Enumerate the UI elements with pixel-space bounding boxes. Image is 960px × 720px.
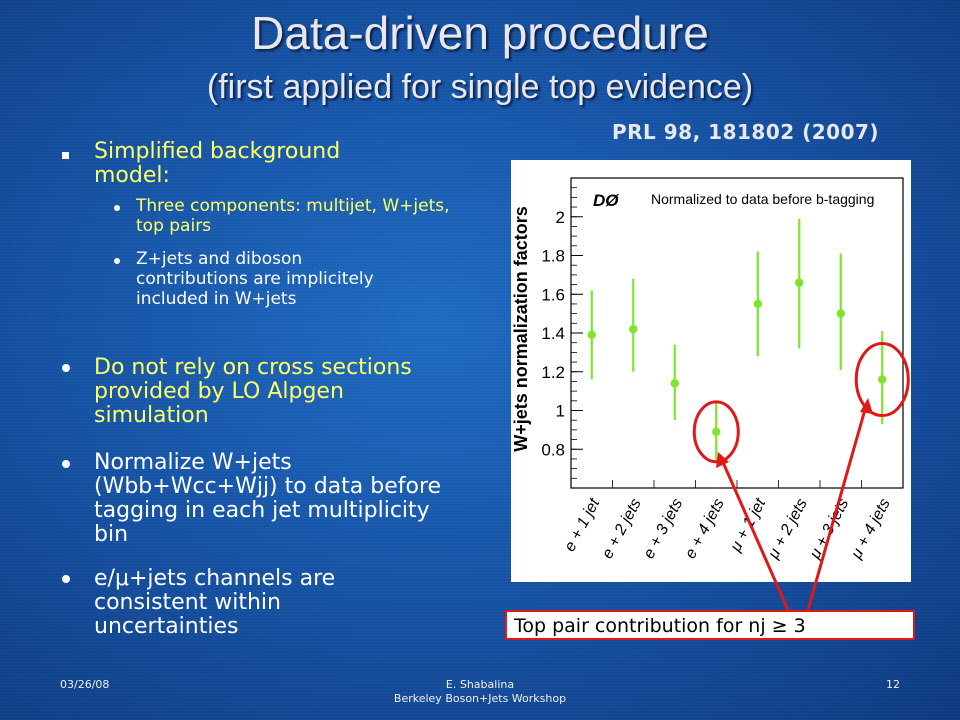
- sub-bullet-components: Three components: multijet, W+jets, top …: [136, 196, 450, 236]
- plot-panel: 0.8 1 1.2 1.4 1.6 1.8 2 W+jets normalization fa…: [511, 160, 911, 582]
- highlight-circle: [692, 400, 740, 464]
- footer-page-number: 12: [886, 678, 900, 691]
- y-tick-label: 1.6: [541, 285, 565, 304]
- bullet-simplified-model: Simplified background model:: [94, 139, 341, 188]
- chart-title: Normalized to data before b-tagging: [651, 191, 874, 207]
- data-point: [836, 309, 845, 318]
- bullet-dot-icon: [114, 205, 120, 211]
- bullet-dot-icon: [62, 575, 70, 583]
- normalization-chart: 0.8 1 1.2 1.4 1.6 1.8 2 W+jets normalization fa…: [511, 177, 910, 562]
- y-tick-label: 1: [556, 402, 565, 421]
- sub-bullet-zjets: Z+jets and diboson contributions are imp…: [136, 249, 374, 309]
- data-point: [878, 375, 887, 384]
- bullet-dot-icon: [62, 460, 70, 468]
- data-point: [587, 330, 596, 340]
- bullet-dot-icon: [114, 258, 120, 264]
- bullet-normalize: Normalize W+jets (Wbb+Wcc+Wjj) to data b…: [94, 450, 442, 547]
- top-pair-callout: Top pair contribution for nj ≥ 3: [505, 610, 915, 640]
- arrow-line-right: [806, 405, 868, 611]
- y-tick-label: 1.8: [541, 247, 565, 266]
- footer-author-name: E. Shabalina: [445, 678, 515, 691]
- y-tick-label: 2: [556, 208, 565, 227]
- y-tick-label: 1.2: [541, 363, 565, 382]
- bullet-consistent: e/μ+jets channels are consistent within …: [94, 566, 336, 639]
- data-point: [670, 379, 679, 388]
- data-point: [629, 324, 638, 334]
- data-point: [712, 427, 721, 437]
- experiment-label: DØ: [593, 191, 619, 210]
- bullet-cross-sections: Do not rely on cross sections provided b…: [94, 355, 412, 428]
- highlight-circle: [854, 342, 910, 417]
- arrowhead-right-icon: [860, 398, 873, 414]
- data-point: [795, 278, 804, 287]
- paper-reference: PRL 98, 181802 (2007): [612, 120, 880, 144]
- y-tick-label: 0.8: [541, 440, 565, 459]
- y-tick-label: 1.4: [541, 324, 565, 343]
- slide-subtitle: (first applied for single top evidence): [206, 68, 754, 106]
- square-bullet-icon: [62, 152, 69, 159]
- footer-author: E. Shabalina Berkeley Boson+Jets Worksho…: [0, 678, 960, 706]
- arrow-line-left: [720, 459, 790, 611]
- slide-title: Data-driven procedure: [251, 7, 709, 59]
- arrowhead-left-icon: [716, 452, 729, 468]
- data-point: [753, 299, 762, 309]
- footer-event: Berkeley Boson+Jets Workshop: [393, 692, 567, 705]
- footer-date: 03/26/08: [60, 678, 110, 691]
- y-axis-label: W+jets normalization factors: [511, 206, 531, 452]
- bullet-dot-icon: [62, 364, 70, 372]
